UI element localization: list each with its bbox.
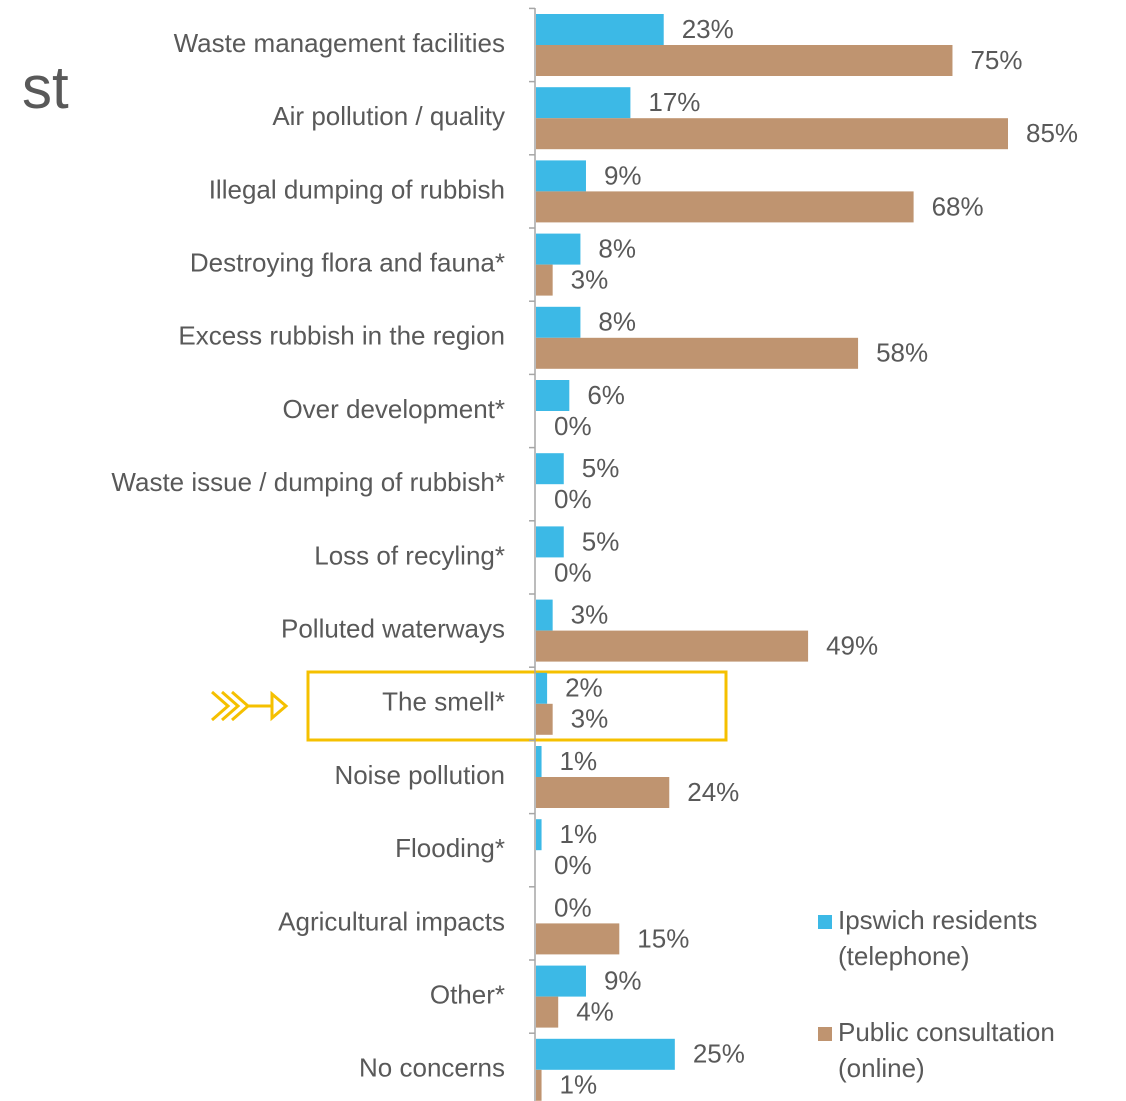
- bar: [536, 45, 953, 76]
- bar: [536, 819, 542, 851]
- bar: [536, 306, 581, 338]
- category-label: Noise pollution: [334, 760, 505, 790]
- highlight-arrow: [211, 690, 289, 722]
- bar: [536, 965, 586, 997]
- value-label: 24%: [687, 777, 739, 807]
- bar: [536, 191, 914, 223]
- value-label: 23%: [682, 14, 734, 44]
- bar: [536, 1069, 542, 1101]
- category-label: Agricultural impacts: [278, 906, 505, 936]
- bar: [536, 996, 559, 1028]
- bar: [536, 264, 553, 296]
- value-label: 58%: [876, 338, 928, 368]
- bar: [536, 630, 809, 662]
- value-label: 1%: [560, 1070, 598, 1100]
- value-label: 3%: [571, 599, 609, 629]
- value-label: 17%: [648, 87, 700, 117]
- legend-label: Public consultation (online): [838, 1017, 1055, 1083]
- value-label: 0%: [554, 557, 592, 587]
- value-label: 5%: [582, 453, 620, 483]
- bar: [536, 777, 670, 808]
- value-label: 1%: [560, 819, 598, 849]
- value-label: 85%: [1026, 118, 1078, 148]
- category-label: Polluted waterways: [281, 613, 505, 643]
- value-label: 6%: [587, 380, 625, 410]
- category-label: The smell*: [382, 687, 505, 717]
- value-label: 25%: [693, 1039, 745, 1069]
- value-label: 49%: [826, 630, 878, 660]
- value-label: 3%: [571, 704, 609, 734]
- value-label: 2%: [565, 673, 603, 703]
- value-label: 0%: [554, 850, 592, 880]
- category-label: Waste management facilities: [174, 28, 505, 58]
- bar: [536, 87, 631, 119]
- value-label: 0%: [554, 484, 592, 514]
- bar: [536, 1038, 675, 1070]
- category-label: Loss of recyling*: [314, 540, 505, 570]
- category-label: Other*: [430, 979, 505, 1009]
- category-label: Illegal dumping of rubbish: [209, 174, 505, 204]
- bar: [536, 337, 859, 369]
- category-label: Air pollution / quality: [272, 101, 505, 131]
- value-label: 5%: [582, 526, 620, 556]
- category-label: Destroying flora and fauna*: [190, 247, 505, 277]
- legend-swatch: [818, 1027, 832, 1041]
- value-label: 0%: [554, 411, 592, 441]
- bar: [536, 923, 620, 955]
- bar: [536, 599, 553, 631]
- legend-swatch: [818, 915, 832, 929]
- category-label: Excess rubbish in the region: [178, 321, 505, 351]
- bar: [536, 160, 586, 192]
- value-label: 75%: [970, 45, 1022, 75]
- bar: [536, 526, 564, 558]
- value-label: 8%: [598, 307, 636, 337]
- category-label: Flooding*: [395, 833, 505, 863]
- value-label: 68%: [932, 191, 984, 221]
- category-label: Over development*: [282, 394, 505, 424]
- bar: [536, 233, 581, 265]
- bar: [536, 703, 553, 735]
- chart-title: st: [22, 54, 69, 121]
- value-label: 4%: [576, 996, 614, 1026]
- bar: [536, 453, 564, 485]
- value-label: 8%: [598, 233, 636, 263]
- value-label: 0%: [554, 892, 592, 922]
- bar: [536, 746, 542, 777]
- value-label: 15%: [637, 923, 689, 953]
- bar: [536, 380, 570, 411]
- value-label: 9%: [604, 965, 642, 995]
- bar: [536, 118, 1008, 150]
- bar: [536, 672, 548, 704]
- value-label: 3%: [571, 264, 609, 294]
- highlight-box: [306, 670, 728, 742]
- legend-label: Ipswich residents (telephone): [838, 905, 1037, 971]
- category-label: Waste issue / dumping of rubbish*: [111, 467, 505, 497]
- category-label: No concerns: [359, 1053, 505, 1083]
- value-label: 9%: [604, 160, 642, 190]
- value-label: 1%: [560, 746, 598, 776]
- bar: [536, 14, 664, 45]
